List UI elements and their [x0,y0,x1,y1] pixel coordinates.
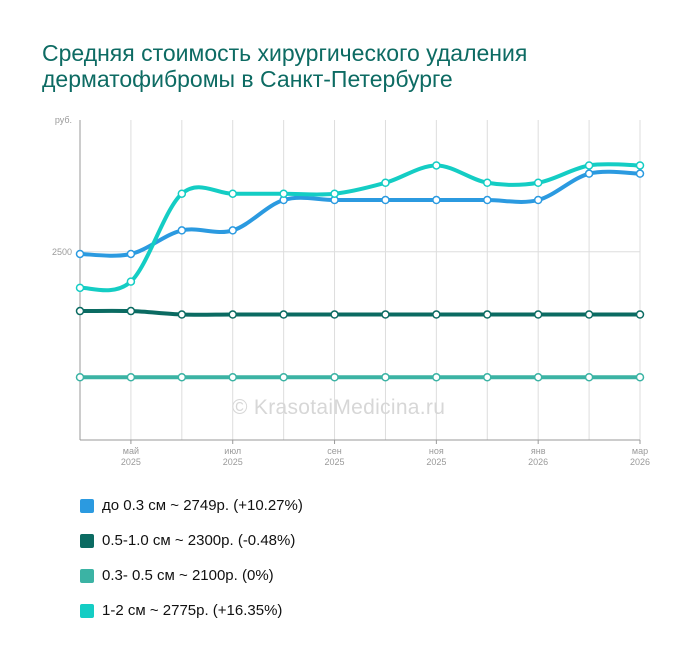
data-point [228,226,237,235]
y-tick-label: 2500 [52,247,72,257]
data-point [533,373,543,382]
legend-item[interactable]: 0.3- 0.5 см ~ 2100р. (0%) [80,558,303,593]
data-point [177,310,187,319]
x-tick-month: мар [632,446,648,456]
data-point [381,373,390,382]
data-point [126,373,136,382]
x-tick-year: 2026 [528,457,548,467]
data-point [75,373,85,382]
legend-swatch [80,498,94,513]
data-point [432,195,441,205]
data-point [432,373,441,382]
legend-item[interactable]: 1-2 см ~ 2775р. (+16.35%) [80,593,303,628]
chart-title-line-2: дерматофибромы в Санкт-Петербурге [42,66,453,92]
data-point [177,189,187,198]
x-tick-month: сен [327,446,342,456]
x-tick-year: 2025 [121,457,141,467]
data-point [584,169,594,178]
legend-label: до 0.3 см ~ 2749р. (+10.27%) [102,497,303,514]
x-tick-month: ноя [429,446,444,456]
data-point [584,161,594,170]
x-tick-year: 2025 [426,457,446,467]
data-point [75,306,85,316]
legend-item[interactable]: до 0.3 см ~ 2749р. (+10.27%) [80,488,303,523]
data-point [432,310,441,319]
data-point [584,373,594,382]
data-point [584,310,594,319]
series-line-3 [78,162,642,293]
data-point [533,310,543,319]
data-point [177,373,187,382]
chart-title: Средняя стоимость хирургического удалени… [42,40,682,92]
data-point [483,373,492,382]
data-point [279,189,288,198]
data-point [381,195,390,205]
x-tick-month: июл [224,446,241,456]
x-tick-year: 2025 [325,457,345,467]
data-point [279,373,288,382]
data-point [279,310,288,319]
data-point [483,310,492,319]
watermark: © KrasotaiMedicina.ru [232,396,446,419]
data-point [228,310,237,319]
line-chart: 2500руб.май2025июл2025сен2025ноя2025янв2… [52,115,650,467]
data-point [381,310,390,319]
data-point [533,178,543,187]
data-point [177,226,187,235]
data-point [75,249,85,259]
data-point [483,178,492,187]
data-point [330,310,339,319]
y-axis-unit-label: руб. [55,115,72,125]
series-line-0 [78,169,642,258]
chart-title-line-1: Средняя стоимость хирургического удалени… [42,40,528,66]
legend-swatch [80,568,94,583]
data-point [228,373,237,382]
data-point [330,189,339,198]
series-line-1 [78,308,642,317]
legend: до 0.3 см ~ 2749р. (+10.27%) 0.5-1.0 см ~… [80,488,303,628]
x-tick-year: 2026 [630,457,650,467]
data-point [126,249,136,259]
data-point [635,373,645,382]
legend-label: 0.3- 0.5 см ~ 2100р. (0%) [102,567,274,584]
legend-label: 0.5-1.0 см ~ 2300р. (-0.48%) [102,532,296,549]
data-point [126,306,136,316]
x-tick-month: май [123,446,139,456]
data-point [381,178,390,187]
legend-label: 1-2 см ~ 2775р. (+16.35%) [102,602,283,619]
data-point [533,195,543,205]
x-tick-month: янв [531,446,546,456]
legend-swatch [80,603,94,618]
data-point [75,283,85,293]
data-point [330,373,339,382]
data-point [126,277,136,286]
data-point [432,161,441,170]
data-point [635,161,645,170]
data-point [228,189,237,198]
legend-item[interactable]: 0.5-1.0 см ~ 2300р. (-0.48%) [80,523,303,558]
data-point [483,195,492,205]
data-point [635,310,645,319]
x-tick-year: 2025 [223,457,243,467]
legend-swatch [80,533,94,548]
data-point [635,169,645,178]
